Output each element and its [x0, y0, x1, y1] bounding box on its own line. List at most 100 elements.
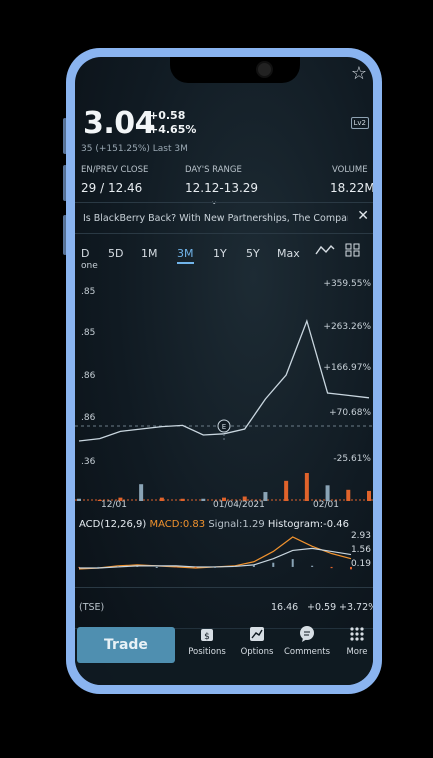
price-change: +0.58 +4.65% — [149, 109, 196, 137]
y-label: .86 — [81, 413, 96, 423]
days-range-label: DAY'S RANGE — [185, 165, 242, 175]
grid-icon[interactable] — [345, 243, 361, 257]
volume-bar — [325, 485, 330, 501]
notch — [170, 57, 300, 83]
volume-bar — [201, 498, 206, 501]
nav-comments-label: Comments — [283, 647, 331, 657]
macd-chart — [78, 536, 352, 570]
y-label: .85 — [81, 287, 96, 297]
nav-comments[interactable]: Comments — [283, 625, 331, 657]
macd-value: MACD:0.83 — [149, 519, 206, 530]
histogram-bar — [291, 559, 294, 567]
volume-bar — [304, 473, 309, 501]
volume-bar — [242, 496, 247, 501]
volume-bar — [139, 484, 144, 501]
range-tab-d[interactable]: D — [81, 247, 90, 260]
line-chart-icon[interactable] — [315, 243, 335, 257]
range-tab-5y[interactable]: 5Y — [246, 247, 260, 260]
price-chart[interactable]: E — [75, 271, 373, 501]
svg-text:$: $ — [204, 632, 210, 642]
open-prev-label: EN/PREV CLOSE — [81, 165, 149, 175]
volume-bar — [77, 498, 81, 501]
y-label: .85 — [81, 328, 96, 338]
change-percent: +4.65% — [149, 123, 197, 136]
news-headline[interactable]: Is BlackBerry Back? With New Partnership… — [83, 213, 348, 224]
divider — [75, 202, 373, 203]
pct-label: +166.97% — [323, 363, 371, 373]
volume-down-button — [63, 165, 67, 201]
chart-icon — [250, 627, 264, 641]
signal-line — [79, 547, 352, 569]
phone-frame: ☆ 3.04 +0.58 +4.65% Lv2 35 (+151.25%) La… — [66, 48, 382, 694]
x-label: 12/01 — [101, 500, 127, 510]
volume-bar — [346, 489, 351, 501]
star-icon[interactable]: ☆ — [350, 63, 367, 84]
related-ticker-price: 16.46 — [271, 602, 299, 613]
camera — [256, 61, 273, 78]
nav-more-label: More — [346, 647, 368, 657]
comment-icon — [300, 626, 314, 642]
range-tab-3m[interactable]: 3M — [177, 247, 194, 264]
range-tab-5d[interactable]: 5D — [108, 247, 124, 260]
histogram-bar — [97, 566, 100, 568]
trade-button[interactable]: Trade — [77, 627, 175, 663]
wallet-icon: $ — [201, 629, 213, 642]
y-label: .36 — [81, 457, 96, 467]
range-tab-max[interactable]: Max — [277, 247, 300, 260]
pct-label: +263.26% — [323, 322, 371, 332]
price-line — [78, 318, 370, 442]
histogram-bar — [155, 566, 158, 568]
volume-bar — [159, 497, 164, 501]
divider — [75, 233, 373, 234]
macd-line — [78, 536, 352, 570]
histogram-bar — [330, 566, 333, 569]
histogram-bar — [311, 565, 314, 567]
pct-label: -25.61% — [333, 454, 371, 464]
x-label: 02/01 — [313, 500, 339, 510]
signal-value: Signal:1.29 — [208, 519, 265, 530]
period-change: 35 (+151.25%) Last 3M — [81, 144, 188, 154]
y-label: .86 — [81, 371, 96, 381]
histogram-bar — [350, 566, 352, 570]
volume-label: VOLUME — [332, 165, 368, 175]
volume-bar — [97, 499, 102, 501]
earnings-marker[interactable] — [217, 419, 231, 433]
macd-axis-label: 2.93 — [350, 531, 371, 541]
related-ticker-change: +0.59 — [307, 602, 337, 613]
histogram-bar — [214, 566, 216, 568]
histogram-bar — [136, 566, 139, 567]
macd-axis-label: 0.19 — [350, 559, 371, 569]
lv2-badge[interactable]: Lv2 — [350, 117, 369, 129]
chevron-down-icon[interactable]: ⌄ — [210, 196, 218, 207]
close-icon[interactable]: ✕ — [357, 208, 369, 224]
histogram-bar — [252, 565, 255, 567]
volume-bar — [118, 497, 123, 501]
nav-options-label: Options — [240, 647, 274, 657]
histogram-bar — [116, 566, 119, 567]
nav-positions-label: Positions — [188, 647, 226, 657]
pct-label: +359.55% — [323, 279, 371, 289]
volume-bar — [284, 480, 289, 501]
related-ticker-name[interactable]: (TSE) — [79, 602, 105, 613]
more-grid-icon — [350, 627, 364, 641]
nav-more[interactable]: More — [333, 625, 373, 657]
nav-options[interactable]: Options — [233, 625, 281, 657]
y-label: one — [81, 261, 98, 271]
nav-positions[interactable]: $ Positions — [183, 625, 231, 657]
range-tab-1y[interactable]: 1Y — [213, 247, 227, 260]
macd-legend: ACD(12,26,9) MACD:0.83 Signal:1.29 Histo… — [79, 519, 349, 530]
related-ticker-change-pct: +3.72% — [339, 602, 373, 613]
days-range-value: 12.12-13.29 — [185, 181, 259, 195]
histogram-bar — [78, 566, 80, 568]
histogram-bar — [194, 566, 197, 568]
earnings-marker-label: E — [222, 423, 226, 431]
volume-bar — [222, 497, 226, 501]
volume-bar — [180, 498, 185, 501]
side-button — [63, 215, 67, 255]
histogram-bar — [272, 562, 275, 567]
range-tab-1m[interactable]: 1M — [141, 247, 158, 260]
last-price: 3.04 — [83, 106, 156, 141]
histogram-value: Histogram:-0.46 — [267, 519, 349, 530]
volume-bar — [263, 492, 268, 501]
volume-up-button — [63, 118, 67, 154]
